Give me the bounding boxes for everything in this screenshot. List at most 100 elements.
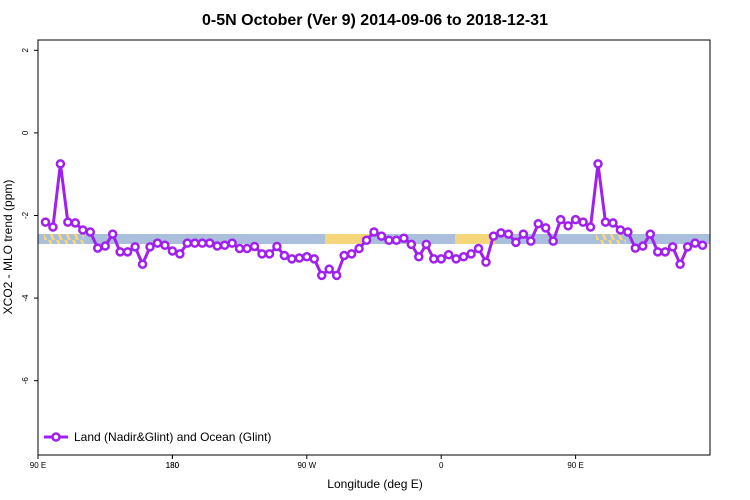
y-axis-label: XCO2 - MLO trend (ppm) <box>1 180 15 315</box>
data-point <box>175 249 185 259</box>
data-point <box>167 246 178 256</box>
data-point <box>100 241 110 251</box>
data-point <box>324 264 334 274</box>
data-point <box>675 259 685 269</box>
data-point <box>92 243 103 253</box>
data-point <box>391 235 402 246</box>
y-tick-label: -4 <box>21 294 30 302</box>
data-point <box>130 242 140 252</box>
data-point <box>55 159 66 169</box>
data-point <box>638 241 648 251</box>
x-axis-label: Longitude (deg E) <box>327 477 422 491</box>
y-tick-label: -6 <box>21 377 30 385</box>
data-point <box>384 235 394 246</box>
data-point <box>645 229 656 239</box>
data-point <box>309 254 320 264</box>
chart-title: 0-5N October (Ver 9) 2014-09-06 to 2018-… <box>202 12 548 29</box>
data-point <box>145 242 155 252</box>
surface-band <box>38 234 710 244</box>
data-point <box>197 238 208 248</box>
data-point <box>212 241 222 251</box>
data-point <box>511 237 521 248</box>
x-tick-label: 90 E <box>567 461 583 470</box>
data-point <box>219 240 230 250</box>
data-point <box>190 238 200 248</box>
data-point <box>279 250 290 261</box>
data-point <box>63 217 73 227</box>
y-tick-label: 0 <box>21 130 30 135</box>
data-point <box>48 222 58 232</box>
data-point <box>458 252 469 262</box>
x-tick-label: 0 <box>439 461 444 470</box>
data-point <box>414 252 424 262</box>
data-point <box>615 225 626 235</box>
data-point <box>369 227 379 237</box>
data-point <box>354 243 364 254</box>
data-point <box>70 218 81 228</box>
data-point <box>578 217 588 227</box>
data-point <box>249 241 260 252</box>
data-point <box>376 231 387 241</box>
data-point <box>608 218 618 228</box>
data-point <box>227 238 237 248</box>
data-point <box>264 249 275 259</box>
data-point <box>682 242 693 252</box>
data-point <box>287 254 297 264</box>
data-point <box>451 254 461 264</box>
data-point <box>555 214 566 225</box>
y-tick-label: 2 <box>21 48 30 53</box>
data-point <box>690 238 700 248</box>
data-point <box>361 235 372 246</box>
data-point <box>294 253 305 263</box>
data-point <box>473 243 484 254</box>
data-point <box>302 252 312 262</box>
data-point <box>428 254 439 264</box>
data-point <box>257 249 267 259</box>
data-point <box>540 223 551 233</box>
data-point <box>182 238 193 248</box>
data-point <box>234 243 245 254</box>
data-point <box>331 270 342 281</box>
data-point <box>652 247 663 257</box>
data-point <box>242 243 252 254</box>
data-point <box>600 217 611 227</box>
x-tick-label: 180 <box>166 461 180 470</box>
data-point <box>623 227 633 237</box>
data-point <box>152 238 163 248</box>
data-point <box>316 270 327 281</box>
data-point <box>436 254 446 264</box>
data-point <box>518 229 529 239</box>
data-point <box>697 240 708 250</box>
x-tick-label: 90 E <box>30 461 46 470</box>
data-point <box>107 229 118 239</box>
data-point <box>593 159 603 169</box>
data-point <box>443 249 454 260</box>
data-point <box>526 236 536 246</box>
data-point <box>160 240 170 250</box>
plot-frame <box>37 39 711 456</box>
legend-label: Land (Nadir&Glint) and Ocean (Glint) <box>74 430 271 444</box>
data-point <box>466 249 476 259</box>
data-point <box>406 239 417 250</box>
data-point <box>40 217 51 227</box>
data-point <box>563 221 573 231</box>
data-point <box>85 227 96 237</box>
data-point <box>496 228 506 238</box>
data-point <box>272 241 282 252</box>
x-tick-label: 180 <box>166 461 180 470</box>
data-point <box>481 257 491 267</box>
data-point <box>585 222 596 232</box>
legend-marker <box>51 432 61 442</box>
data-point <box>115 247 125 257</box>
data-point <box>346 249 357 259</box>
data-point <box>399 233 409 243</box>
data-point <box>548 236 558 246</box>
data-point <box>78 225 88 235</box>
data-point <box>570 214 581 225</box>
data-point <box>339 250 349 261</box>
data-point <box>122 247 133 257</box>
x-tick-label: 90 W <box>297 461 316 470</box>
data-point <box>533 219 544 229</box>
y-tick-label: -2 <box>21 211 30 219</box>
